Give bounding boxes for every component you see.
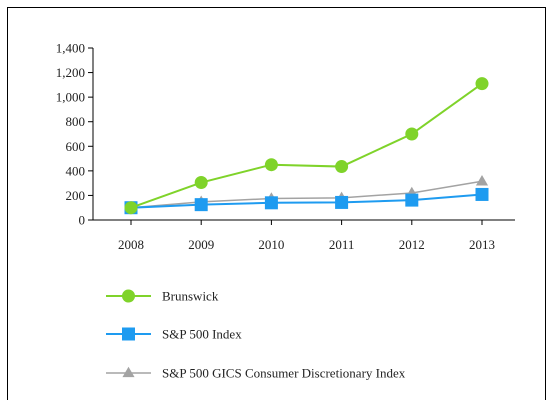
y-tick-label: 1,400 xyxy=(56,41,85,56)
legend-marker xyxy=(122,327,135,341)
legend: Brunswick S&P 500 Index S&P 500 GICS Consu… xyxy=(106,289,406,381)
legend-item: S&P 500 Index xyxy=(106,327,242,342)
legend-marker xyxy=(122,366,135,378)
y-tick-label: 600 xyxy=(66,139,86,154)
x-axis: 2008 2009 2010 2011 2012 2013 xyxy=(93,219,515,252)
legend-label: S&P 500 Index xyxy=(162,327,242,342)
x-tick-label: 2013 xyxy=(469,237,495,252)
series-line xyxy=(130,193,483,209)
series-square xyxy=(124,187,489,215)
series-layer xyxy=(124,77,489,215)
x-tick-label: 2012 xyxy=(399,237,425,252)
y-tick-label: 1,000 xyxy=(56,90,85,105)
series-circle xyxy=(124,77,489,215)
series-line xyxy=(130,82,483,209)
y-axis: 0 200 400 600 800 1,000 1,200 1,400 xyxy=(56,41,94,228)
legend-label: Brunswick xyxy=(162,289,219,304)
legend-marker xyxy=(122,289,135,303)
series-line xyxy=(130,180,483,209)
y-tick-label: 400 xyxy=(66,163,86,178)
data-point xyxy=(124,201,138,215)
data-point xyxy=(335,195,349,209)
data-point xyxy=(194,198,208,212)
legend-label: S&P 500 GICS Consumer Discretionary Inde… xyxy=(162,366,406,381)
data-point xyxy=(475,187,489,201)
y-tick-label: 1,200 xyxy=(56,65,85,80)
data-point xyxy=(194,176,208,190)
data-point xyxy=(475,175,489,186)
data-point xyxy=(405,127,419,141)
data-point xyxy=(264,196,278,210)
y-tick-label: 800 xyxy=(66,114,86,129)
legend-item: Brunswick xyxy=(106,289,219,304)
y-tick-label: 200 xyxy=(66,188,86,203)
data-point xyxy=(335,160,349,174)
legend-item: S&P 500 GICS Consumer Discretionary Inde… xyxy=(106,366,406,381)
x-tick-label: 2011 xyxy=(329,237,355,252)
data-point xyxy=(405,193,419,207)
data-point xyxy=(264,158,278,172)
x-tick-label: 2008 xyxy=(118,237,144,252)
y-tick-label: 0 xyxy=(79,213,86,228)
data-point xyxy=(475,77,489,91)
x-tick-label: 2010 xyxy=(258,237,284,252)
x-tick-label: 2009 xyxy=(188,237,214,252)
